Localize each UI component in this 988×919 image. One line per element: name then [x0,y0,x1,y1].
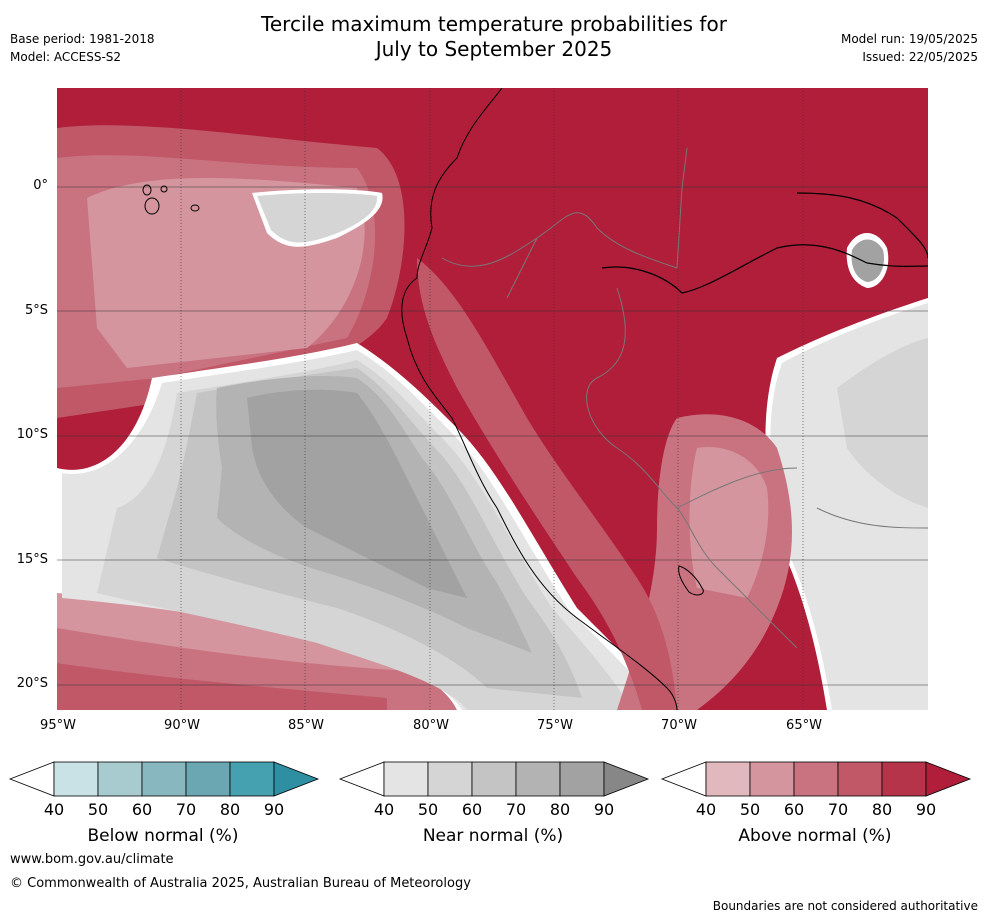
colorbar-below-tick-80: 80 [219,800,241,819]
lat-tick-4: 20°S [16,676,48,691]
negro-river [796,192,928,259]
title-line-1: Tercile maximum temperature probabilitie… [261,12,727,36]
colorbar-below-bin-1 [53,761,99,797]
model-name: Model: ACCESS-S2 [10,50,122,64]
lat-tick-3: 15°S [16,552,48,567]
colorbar-below-tick-70: 70 [175,800,197,819]
lat-tick-0: 0° [33,178,48,193]
colorbar-above-tick-90: 90 [915,800,937,819]
above-70-region-sw [57,663,387,710]
colorbars [8,761,972,797]
legend-label-above: Above normal (%) [738,826,892,846]
lon-tick-1: 90°W [164,718,200,733]
model-run: Model run: 19/05/2025 [840,32,978,46]
issued-date: Issued: 22/05/2025 [862,50,978,64]
base-period: Base period: 1981-2018 [10,32,155,46]
lon-tick-5: 70°W [661,718,697,733]
meta-left: Base period: 1981-2018 Model: ACCESS-S2 [10,30,155,66]
colorbar-above-bin-3 [793,761,839,797]
colorbar-above-tick-80: 80 [871,800,893,819]
lat-tick-1: 5°S [24,303,48,318]
colorbar-above-tick-70: 70 [827,800,849,819]
map-canvas [57,88,928,710]
colorbar-below-min-arrow [8,761,55,797]
disclaimer-text: Boundaries are not considered authoritat… [712,899,978,913]
colorbar-above-bin-4 [837,761,883,797]
copyright-text: © Commonwealth of Australia 2025, Austra… [10,876,471,891]
near-80-region [247,389,467,598]
lon-tick-0: 95°W [40,718,76,733]
colorbar-near-tick-40: 40 [373,800,395,819]
colorbar-above-bin-2 [749,761,795,797]
colorbar-near-tick-90: 90 [593,800,615,819]
lon-tick-2: 85°W [288,718,324,733]
near-50-region-east [837,338,928,508]
colorbar-near-bin-5 [559,761,605,797]
colorbar-above-tick-50: 50 [739,800,761,819]
colorbar-near-bin-2 [427,761,473,797]
lon-tick-4: 75°W [537,718,573,733]
colorbar-above-max-arrow [925,761,972,797]
colorbar-near-bin-4 [515,761,561,797]
colorbar-near-normal [338,761,650,797]
colorbar-below-bin-4 [185,761,231,797]
amazon-river [601,244,928,294]
colorbar-near-tick-70: 70 [505,800,527,819]
colorbar-above-bin-5 [881,761,927,797]
lon-tick-6: 65°W [786,718,822,733]
legend-label-below: Below normal (%) [87,826,239,846]
title-line-2: July to September 2025 [375,37,613,61]
colorbar-above-tick-40: 40 [695,800,717,819]
colorbar-below-max-arrow [273,761,320,797]
near-80-blob-ne [851,239,885,282]
colorbar-below-tick-60: 60 [131,800,153,819]
colorbar-below-bin-5 [229,761,275,797]
colorbar-below-bin-3 [141,761,187,797]
lat-tick-2: 10°S [16,427,48,442]
latitude-lines [57,186,928,686]
coastline [401,88,678,710]
colorbar-near-tick-50: 50 [417,800,439,819]
probability-map [57,88,928,710]
colorbar-near-max-arrow [603,761,650,797]
colorbar-above-tick-60: 60 [783,800,805,819]
above-70-coastal-band [417,258,677,710]
legend-label-near: Near normal (%) [422,826,564,846]
meta-right: Model run: 19/05/2025 Issued: 22/05/2025 [841,30,978,66]
country-borders [441,147,928,649]
colorbar-below-tick-40: 40 [43,800,65,819]
near-50-blob-north [257,193,378,243]
colorbar-above-normal [660,761,972,797]
colorbar-near-bin-3 [471,761,517,797]
galapagos-islands [142,184,200,215]
colorbar-near-tick-60: 60 [461,800,483,819]
colorbar-below-tick-90: 90 [263,800,285,819]
map-title: Tercile maximum temperature probabilitie… [0,12,988,62]
lon-tick-3: 80°W [413,718,449,733]
colorbar-below-tick-50: 50 [87,800,109,819]
above-50-region-east [689,447,769,598]
colorbar-below-normal [8,761,320,797]
colorbar-above-bin-1 [705,761,751,797]
colorbar-near-bin-1 [383,761,429,797]
website-link[interactable]: www.bom.gov.au/climate [10,852,174,867]
lake-titicaca [678,565,704,596]
colorbar-below-bin-2 [97,761,143,797]
colorbar-near-min-arrow [338,761,385,797]
colorbar-above-min-arrow [660,761,707,797]
colorbar-near-tick-80: 80 [549,800,571,819]
